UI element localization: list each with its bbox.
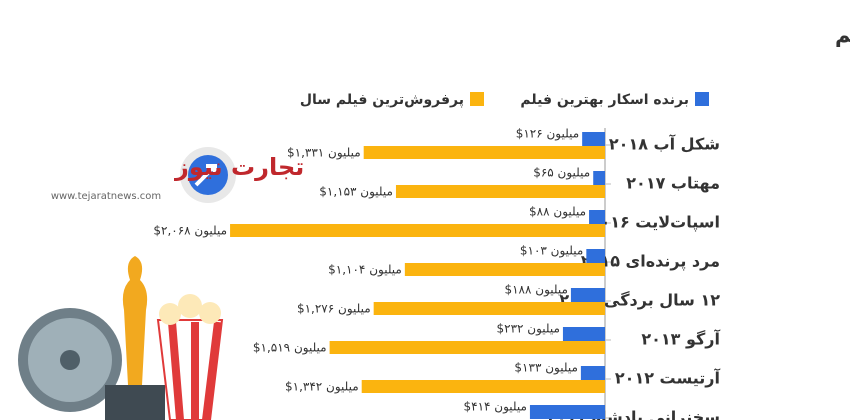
value-label: $۲,۰۶۸ میلیون bbox=[153, 224, 227, 239]
bar bbox=[363, 146, 605, 159]
popcorn bbox=[159, 303, 181, 325]
category-label: آرگو ۲۰۱۳ bbox=[641, 329, 720, 349]
legend-label: پرفروش‌ترین فیلم سال bbox=[300, 92, 464, 108]
bar bbox=[329, 341, 605, 354]
value-label: $۱۲۶ میلیون bbox=[516, 127, 579, 142]
bar bbox=[589, 210, 605, 224]
bar bbox=[361, 380, 605, 393]
value-label: $۸۸ میلیون bbox=[529, 205, 586, 220]
bar bbox=[529, 405, 605, 419]
category-label: مرد پرنده‌ای ۲۰۱۵ bbox=[581, 252, 720, 272]
logo-url: www.tejaratnews.com bbox=[51, 191, 161, 202]
bar bbox=[586, 249, 605, 263]
value-label: $۱,۳۳۱ میلیون bbox=[287, 146, 361, 161]
value-label: $۱,۳۴۲ میلیون bbox=[285, 380, 359, 395]
category-label: اسپات‌لایت ۲۰۱۶ bbox=[591, 213, 720, 233]
value-label: $۱۰۳ میلیون bbox=[520, 244, 583, 259]
legend-label: برنده اسکار بهترین فیلم bbox=[520, 92, 689, 108]
chart-title: آمار فروش جهانی برندگان اسکار بهترین فیل… bbox=[835, 22, 850, 47]
oscar-base bbox=[105, 385, 165, 420]
popcorn bbox=[178, 294, 202, 318]
value-label: $۴۱۴ میلیون bbox=[463, 400, 526, 415]
bar bbox=[395, 185, 605, 198]
category-label: مهتاب ۲۰۱۷ bbox=[626, 174, 720, 193]
bar bbox=[230, 224, 605, 237]
bar bbox=[562, 327, 605, 341]
logo-name: تجارت نیوز bbox=[174, 153, 304, 181]
bar bbox=[580, 366, 605, 380]
logo-arrow bbox=[194, 164, 217, 187]
bar bbox=[404, 263, 605, 276]
legend-swatch bbox=[695, 92, 709, 106]
illustration bbox=[18, 256, 224, 420]
value-label: $۱,۵۱۹ میلیون bbox=[253, 341, 327, 356]
popcorn-stripes bbox=[168, 321, 222, 420]
value-label: $۱۳۳ میلیون bbox=[514, 361, 577, 376]
bar bbox=[593, 171, 605, 185]
logo: تجارت نیوز www.tejaratnews.com bbox=[51, 147, 304, 203]
bar bbox=[570, 288, 605, 302]
legend-swatch bbox=[470, 92, 484, 106]
category-label: آرتیست ۲۰۱۲ bbox=[615, 368, 721, 388]
oscar-statue bbox=[122, 256, 148, 385]
value-label: $۱۸۸ میلیون bbox=[504, 283, 567, 298]
value-label: $۱,۱۰۴ میلیون bbox=[328, 263, 402, 278]
bar bbox=[373, 302, 605, 315]
value-label: $۲۳۲ میلیون bbox=[496, 322, 559, 337]
category-label: شکل آب ۲۰۱۸ bbox=[609, 134, 720, 154]
value-label: $۱,۲۷۶ میلیون bbox=[297, 302, 371, 317]
film-reel-hub bbox=[60, 350, 80, 370]
value-label: $۱,۱۵۳ میلیون bbox=[319, 185, 393, 200]
value-label: $۶۵ میلیون bbox=[533, 166, 590, 181]
popcorn bbox=[199, 302, 221, 324]
bar bbox=[582, 132, 605, 146]
